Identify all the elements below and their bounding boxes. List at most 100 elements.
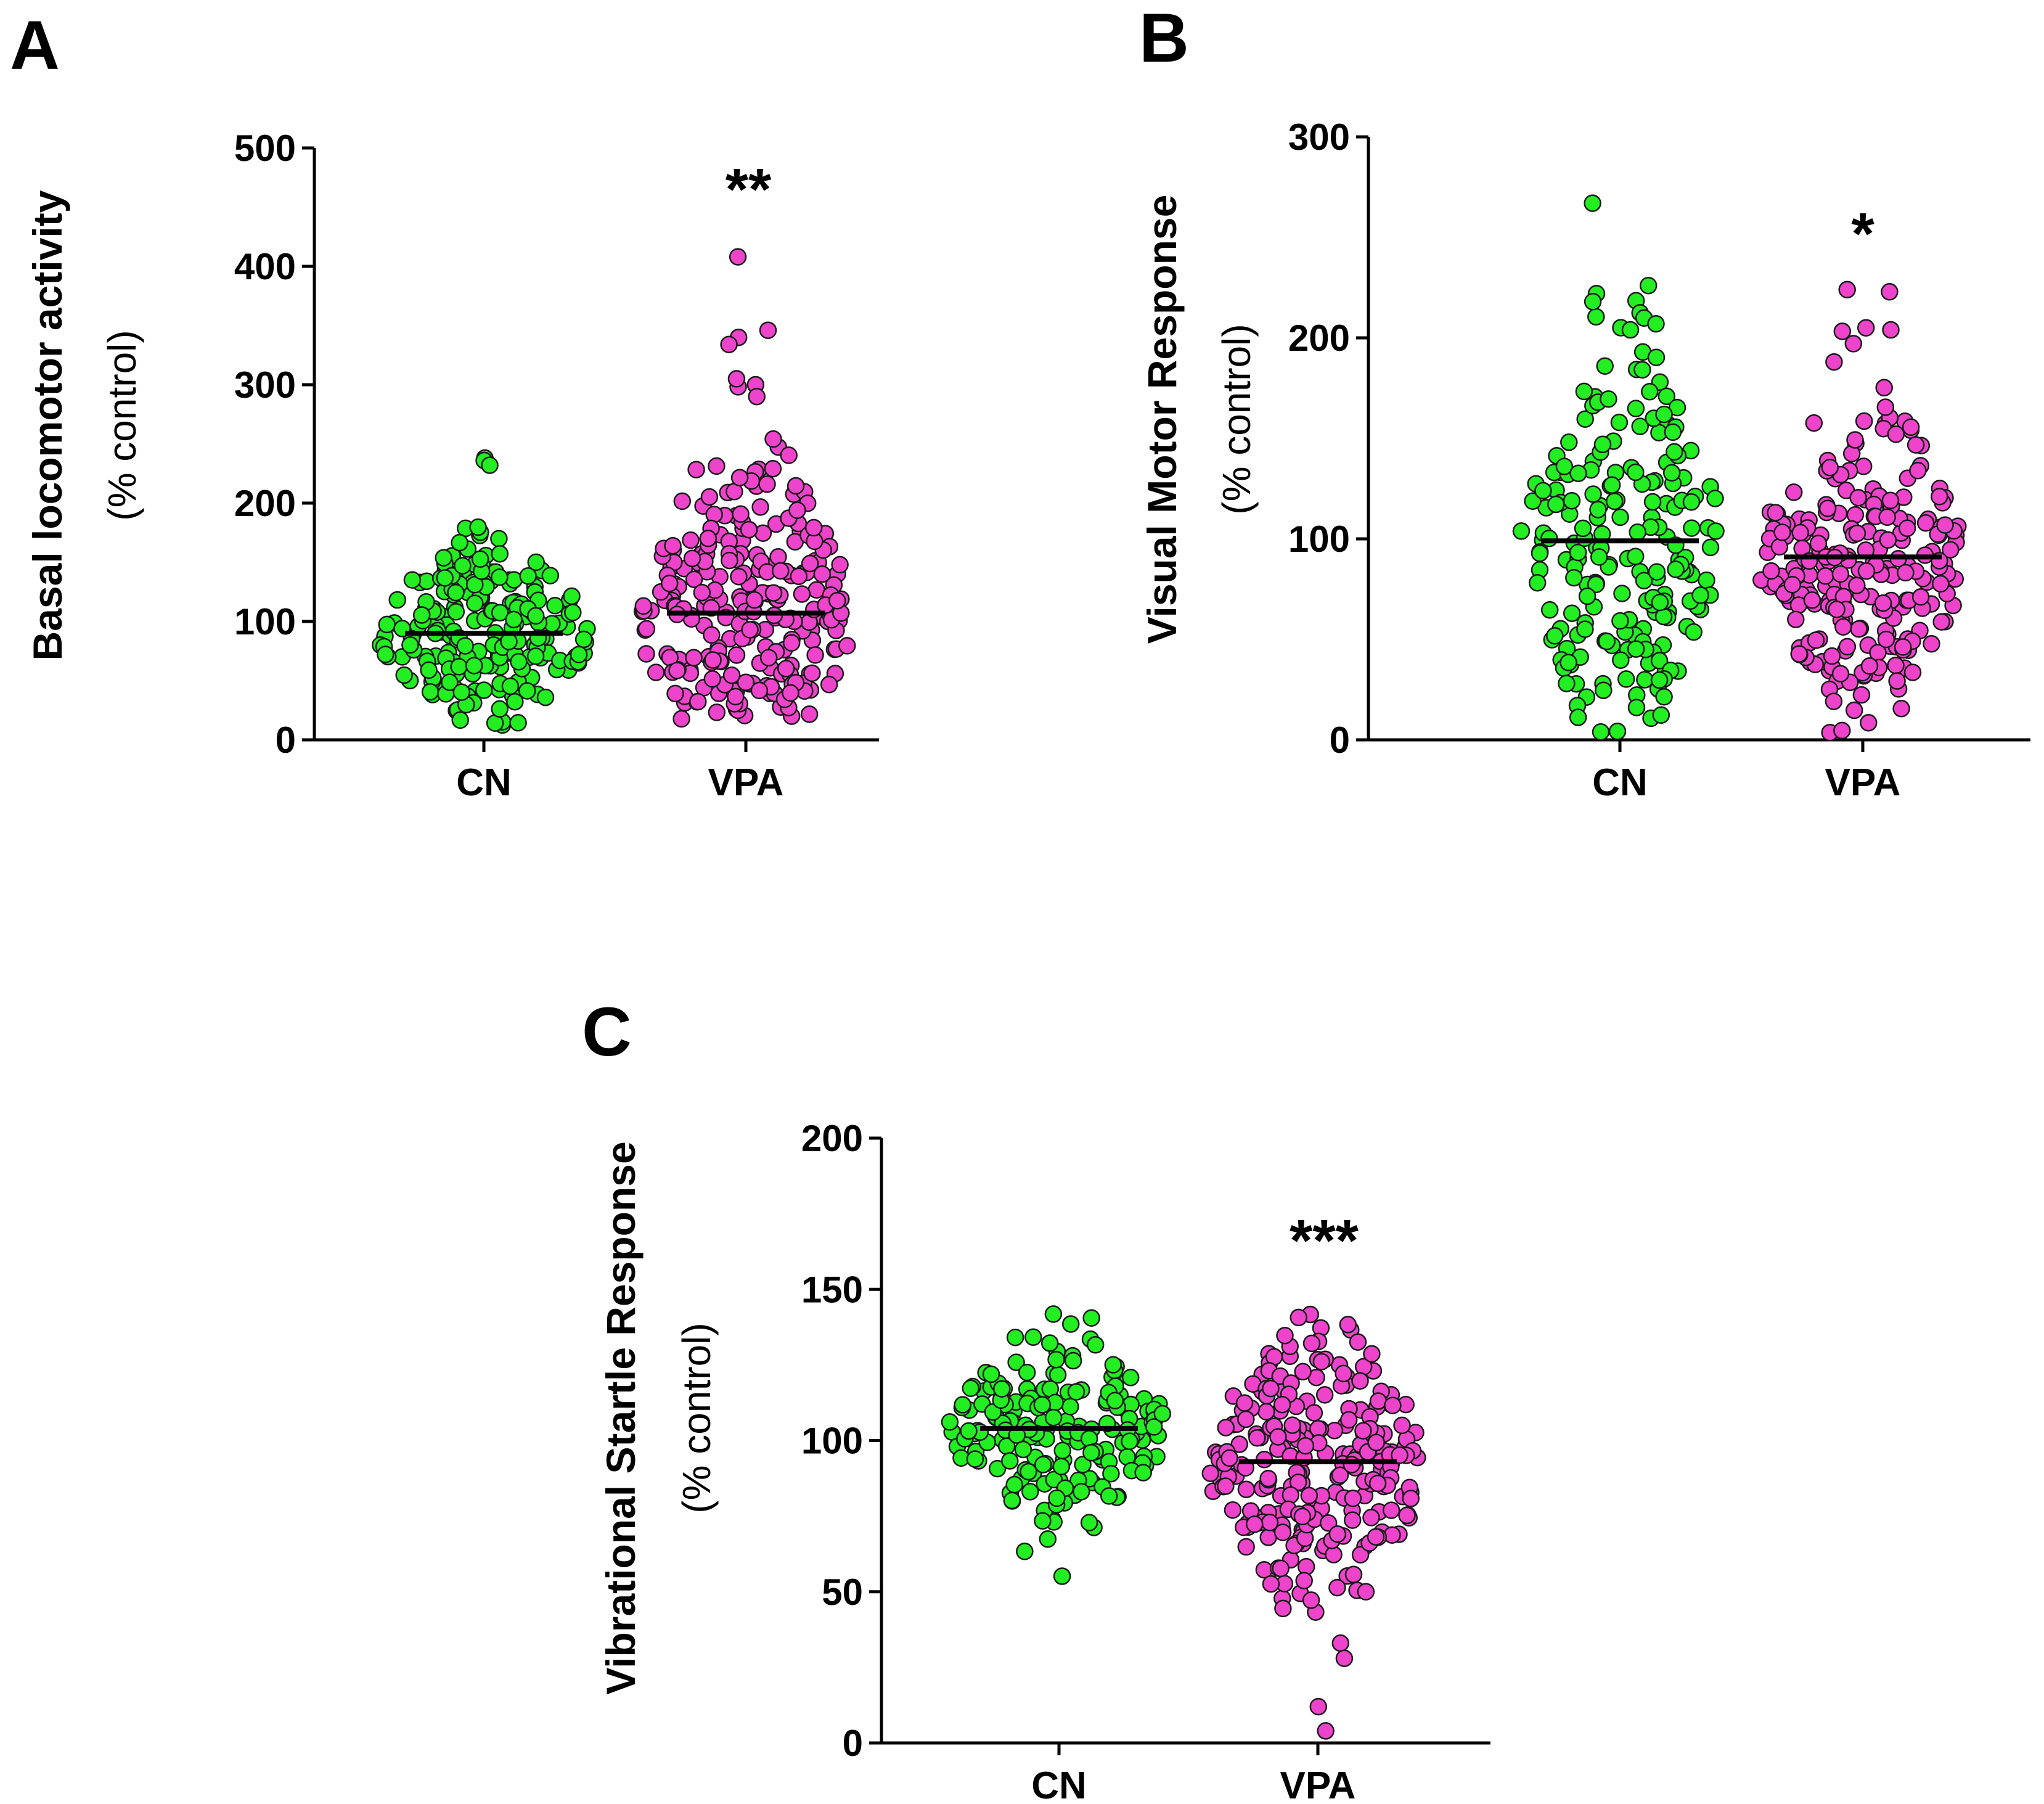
data-point-cn <box>500 633 518 650</box>
data-point-vpa <box>782 684 799 702</box>
data-point-vpa <box>1875 379 1893 397</box>
data-point-cn <box>1040 1334 1059 1352</box>
data-point-cn <box>447 583 465 602</box>
data-point-vpa <box>1273 1523 1292 1541</box>
data-point-cn <box>1016 1543 1034 1560</box>
data-point-vpa <box>634 597 653 615</box>
data-point-cn <box>1565 568 1583 587</box>
y-tick-label: 200 <box>234 483 296 524</box>
data-point-vpa <box>1823 647 1841 665</box>
data-point-cn <box>1627 463 1645 482</box>
data-point-vpa <box>1817 567 1834 585</box>
y-tick-label: 0 <box>843 1723 863 1764</box>
data-point-vpa <box>740 520 758 539</box>
data-point-vpa <box>1315 1386 1334 1404</box>
data-point-cn <box>454 557 472 575</box>
data-point-vpa <box>1343 1456 1361 1474</box>
data-point-vpa <box>1382 1501 1400 1519</box>
data-point-vpa <box>1848 524 1866 543</box>
data-point-cn <box>962 1379 980 1397</box>
data-point-cn <box>501 677 520 695</box>
data-point-cn <box>1590 548 1608 566</box>
data-point-cn <box>518 682 536 700</box>
data-point-vpa <box>1911 588 1930 606</box>
data-point-vpa <box>1850 620 1868 638</box>
data-point-vpa <box>801 554 819 573</box>
data-point-cn <box>1121 1432 1139 1451</box>
data-point-vpa <box>1302 1334 1321 1353</box>
data-point-cn <box>490 530 508 547</box>
data-point-vpa <box>1201 1464 1220 1482</box>
data-point-cn <box>1584 485 1602 503</box>
data-point-vpa <box>1259 1528 1277 1546</box>
data-point-vpa <box>772 562 790 580</box>
data-point-cn <box>1563 491 1581 510</box>
data-point-cn <box>982 1365 1000 1384</box>
data-point-vpa <box>1857 319 1875 337</box>
data-point-vpa <box>722 666 741 684</box>
data-point-vpa <box>1860 657 1879 675</box>
data-point-vpa <box>703 670 722 688</box>
data-point-vpa <box>687 461 705 478</box>
y-tick-label: 150 <box>801 1269 863 1310</box>
data-point-cn <box>471 550 489 568</box>
data-point-vpa <box>1262 1575 1280 1593</box>
data-point-vpa <box>1309 1697 1328 1716</box>
data-point-vpa <box>1402 1490 1420 1507</box>
data-point-vpa <box>637 620 656 638</box>
data-point-vpa <box>1343 1511 1362 1529</box>
data-point-cn <box>1576 620 1594 638</box>
data-point-vpa <box>1248 1429 1266 1447</box>
data-point-cn <box>1024 1328 1042 1347</box>
data-point-cn <box>1569 543 1587 562</box>
data-point-vpa <box>803 664 821 683</box>
data-point-cn <box>1627 400 1645 417</box>
data-point-vpa <box>764 584 783 602</box>
x-category-label: CN <box>1031 1765 1087 1804</box>
data-point-cn <box>435 549 452 567</box>
data-point-cn <box>1001 1452 1019 1470</box>
data-point-cn <box>475 681 493 699</box>
data-point-cn <box>1639 276 1658 295</box>
data-point-cn <box>1134 1464 1152 1482</box>
data-point-vpa <box>1902 418 1920 437</box>
data-point-cn <box>1053 1567 1071 1585</box>
data-point-vpa <box>1246 1515 1264 1533</box>
data-point-cn <box>481 456 499 474</box>
data-point-vpa <box>1305 1404 1323 1422</box>
data-point-vpa <box>1834 618 1852 636</box>
data-point-vpa <box>637 645 655 663</box>
data-point-vpa <box>1269 1428 1287 1446</box>
data-point-vpa <box>689 692 707 711</box>
data-point-vpa <box>682 531 700 549</box>
data-point-cn <box>1608 723 1627 740</box>
data-point-cn <box>527 553 545 572</box>
data-point-vpa <box>1879 531 1897 549</box>
data-point-cn <box>1627 699 1646 716</box>
y-tick-label: 400 <box>234 246 296 287</box>
data-point-vpa <box>1838 638 1857 656</box>
data-point-cn <box>993 1380 1011 1398</box>
data-point-vpa <box>1391 1446 1408 1464</box>
data-point-cn <box>1005 1475 1023 1494</box>
data-point-cn <box>954 1396 971 1414</box>
data-point-vpa <box>800 705 819 723</box>
data-point-vpa <box>1845 701 1863 720</box>
data-point-cn <box>450 658 468 676</box>
data-point-vpa <box>703 626 721 644</box>
data-point-vpa <box>1894 638 1912 656</box>
data-point-vpa <box>820 676 838 694</box>
data-point-cn <box>1587 308 1605 326</box>
data-point-vpa <box>1230 1435 1248 1453</box>
data-point-vpa <box>1290 1308 1307 1327</box>
data-point-cn <box>966 1450 984 1468</box>
data-point-vpa <box>1809 535 1828 552</box>
data-point-vpa <box>1881 283 1899 301</box>
data-point-cn <box>401 636 419 654</box>
data-point-vpa <box>813 565 832 583</box>
data-point-vpa <box>1852 686 1871 704</box>
y-tick-label: 500 <box>234 128 296 169</box>
data-point-vpa <box>831 556 849 574</box>
data-point-vpa <box>838 637 856 655</box>
